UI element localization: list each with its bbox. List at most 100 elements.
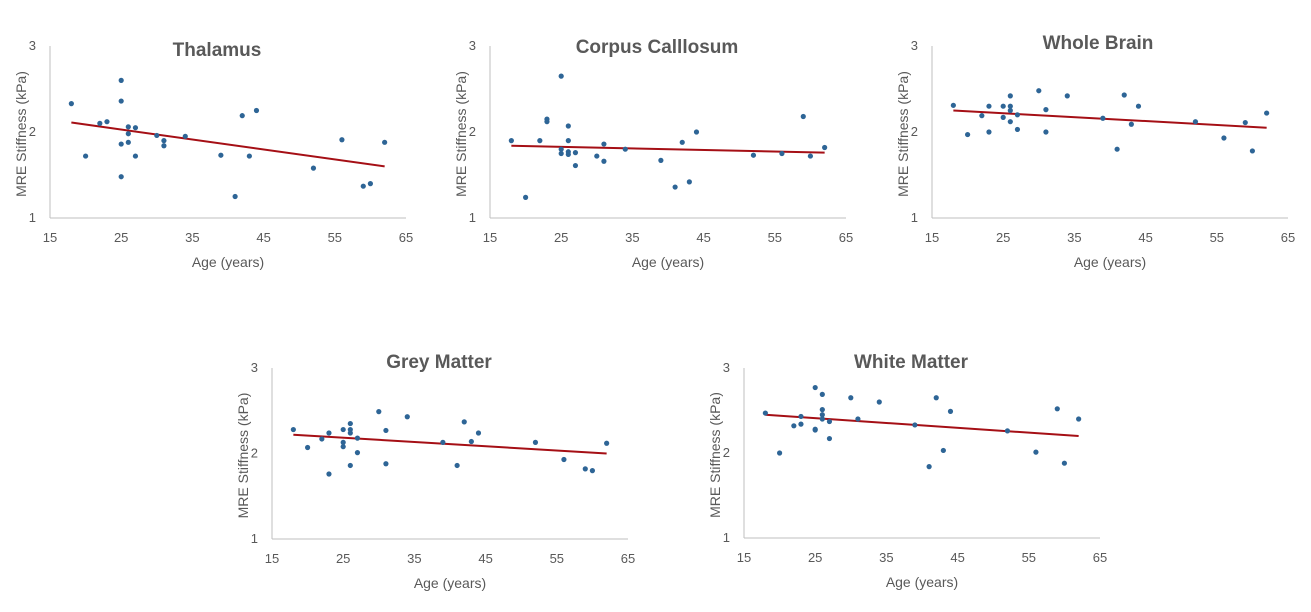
data-point xyxy=(800,113,806,120)
trend-line xyxy=(293,433,607,455)
y-axis-label: MRE Stiffness (kPa) xyxy=(13,71,29,197)
data-point xyxy=(523,194,529,200)
data-point xyxy=(246,153,252,159)
data-point xyxy=(926,464,932,470)
data-point xyxy=(979,113,985,119)
data-point xyxy=(125,131,131,137)
data-point xyxy=(1192,119,1199,125)
x-tick-label: 25 xyxy=(114,230,128,245)
data-point xyxy=(986,129,992,135)
x-tick-label: 15 xyxy=(483,230,497,245)
x-axis-label: Age (years) xyxy=(1074,254,1146,270)
data-point xyxy=(1114,146,1120,152)
data-point xyxy=(340,444,346,450)
data-point xyxy=(1007,119,1013,125)
data-point xyxy=(290,426,296,433)
data-point xyxy=(218,152,224,158)
data-point xyxy=(622,146,628,152)
x-tick-label: 65 xyxy=(1281,230,1295,245)
data-point xyxy=(572,162,579,169)
x-tick-label: 35 xyxy=(407,551,421,566)
data-point xyxy=(354,450,361,456)
data-point xyxy=(154,132,160,139)
data-point xyxy=(965,131,971,138)
y-tick-label: 1 xyxy=(911,210,918,225)
data-point xyxy=(376,409,382,415)
data-point xyxy=(1007,107,1013,114)
y-tick-label: 2 xyxy=(251,446,258,461)
data-point xyxy=(326,430,332,436)
data-point xyxy=(1054,406,1060,412)
data-point xyxy=(1014,112,1021,118)
trend-line xyxy=(953,109,1267,129)
y-axis-label: MRE Stiffness (kPa) xyxy=(707,392,723,518)
y-tick-label: 3 xyxy=(469,38,476,53)
data-point xyxy=(565,138,571,144)
x-tick-label: 25 xyxy=(336,551,350,566)
x-tick-label: 25 xyxy=(996,230,1010,245)
trend-line xyxy=(71,121,385,168)
data-point xyxy=(118,174,124,180)
y-tick-label: 3 xyxy=(723,360,730,375)
data-point xyxy=(132,125,139,131)
data-point xyxy=(1100,115,1106,121)
data-point xyxy=(475,430,482,436)
chart-panel-1: Thalamus 15 25 35 45 55 65 1 2 3 Age (years) MRE St… xyxy=(13,38,413,270)
data-point xyxy=(826,435,833,442)
data-point xyxy=(947,408,954,414)
data-point xyxy=(812,384,818,391)
chart-panel-4: Grey Matter 15 25 35 45 55 65 1 2 3 Age (years) MRE… xyxy=(235,352,635,591)
x-tick-label: 45 xyxy=(696,230,710,245)
data-point xyxy=(950,102,956,108)
data-point xyxy=(791,423,797,429)
y-tick-label: 1 xyxy=(723,530,730,545)
data-point xyxy=(798,421,804,427)
data-point xyxy=(253,107,260,114)
data-point xyxy=(340,439,346,445)
data-point xyxy=(239,113,245,119)
data-point xyxy=(876,399,882,405)
x-tick-label: 15 xyxy=(925,230,939,245)
data-point xyxy=(508,138,514,144)
chart-title: Whole Brain xyxy=(1043,33,1154,54)
x-tick-label: 65 xyxy=(621,551,635,566)
data-point xyxy=(822,144,828,151)
data-point xyxy=(1014,126,1021,133)
data-point xyxy=(565,151,571,157)
chart-panel-2: Corpus Calllosum 15 25 35 45 55 65 1 2 3 Age (year… xyxy=(453,37,853,270)
data-point xyxy=(440,439,446,445)
data-point xyxy=(572,150,579,156)
data-point xyxy=(679,139,685,145)
data-point xyxy=(819,416,825,422)
data-point xyxy=(601,158,607,164)
data-point xyxy=(461,419,467,425)
data-point xyxy=(1000,114,1006,120)
data-point xyxy=(118,77,124,83)
data-point xyxy=(672,184,678,190)
chart-title: Grey Matter xyxy=(386,352,492,373)
y-tick-label: 1 xyxy=(251,531,258,546)
x-tick-label: 55 xyxy=(1210,230,1224,245)
trend-line xyxy=(511,144,825,154)
x-tick-label: 25 xyxy=(554,230,568,245)
data-point xyxy=(1242,119,1248,126)
data-point xyxy=(347,430,353,436)
data-point xyxy=(594,153,600,159)
data-point xyxy=(544,119,550,125)
data-point xyxy=(1064,93,1070,99)
y-tick-label: 3 xyxy=(29,38,36,53)
x-tick-label: 65 xyxy=(399,230,413,245)
data-point xyxy=(125,124,131,130)
data-point xyxy=(347,462,353,469)
data-point xyxy=(339,137,345,143)
data-point xyxy=(118,141,124,147)
data-point xyxy=(319,436,325,442)
data-point xyxy=(558,146,564,152)
data-point xyxy=(68,101,74,107)
data-point xyxy=(558,150,564,157)
x-tick-label: 15 xyxy=(265,551,279,566)
x-tick-label: 15 xyxy=(43,230,57,245)
y-tick-label: 2 xyxy=(911,124,918,139)
data-point xyxy=(468,438,474,445)
